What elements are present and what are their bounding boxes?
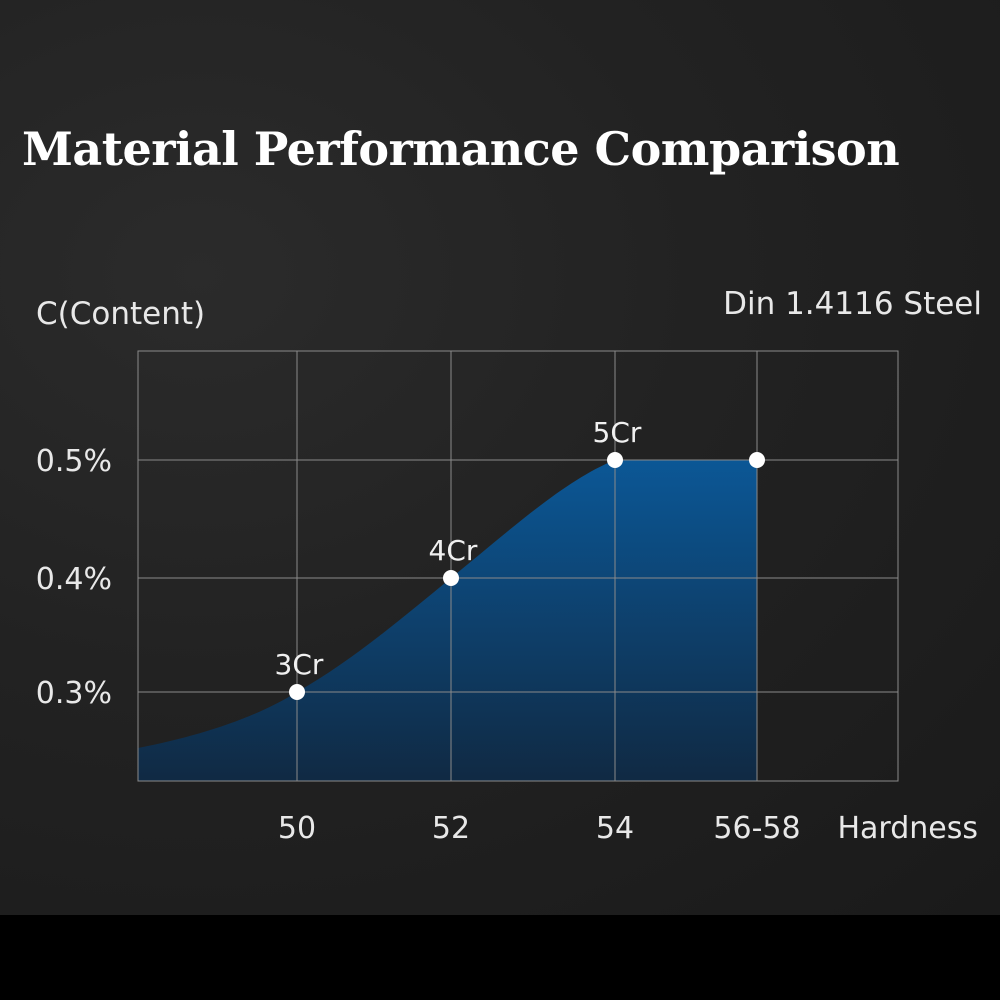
plot-frame [137, 350, 899, 782]
data-point-50 [289, 684, 305, 700]
data-point-54 [607, 452, 623, 468]
x-tick-label-50: 50 [278, 811, 316, 846]
series-area [138, 460, 757, 781]
data-point-52 [443, 570, 459, 586]
chart-title: Material Performance Comparison [22, 122, 900, 176]
series-name-label: Din 1.4116 Steel [723, 286, 982, 322]
y-tick-label-1: 0.4% [36, 562, 112, 597]
x-tick-label-52: 52 [432, 811, 470, 846]
point-label-3Cr: 3Cr [275, 648, 324, 681]
x-tick-label-56-58: 56-58 [713, 811, 800, 846]
y-tick-label-0: 0.3% [36, 676, 112, 711]
bottom-band [0, 915, 1000, 1000]
x-axis-title: Hardness [837, 811, 978, 846]
point-label-5Cr: 5Cr [593, 416, 642, 449]
x-tick-label-54: 54 [596, 811, 634, 846]
y-axis-title: C(Content) [36, 296, 206, 332]
point-label-4Cr: 4Cr [429, 534, 478, 567]
data-point-56-58 [749, 452, 765, 468]
y-tick-label-2: 0.5% [36, 444, 112, 479]
